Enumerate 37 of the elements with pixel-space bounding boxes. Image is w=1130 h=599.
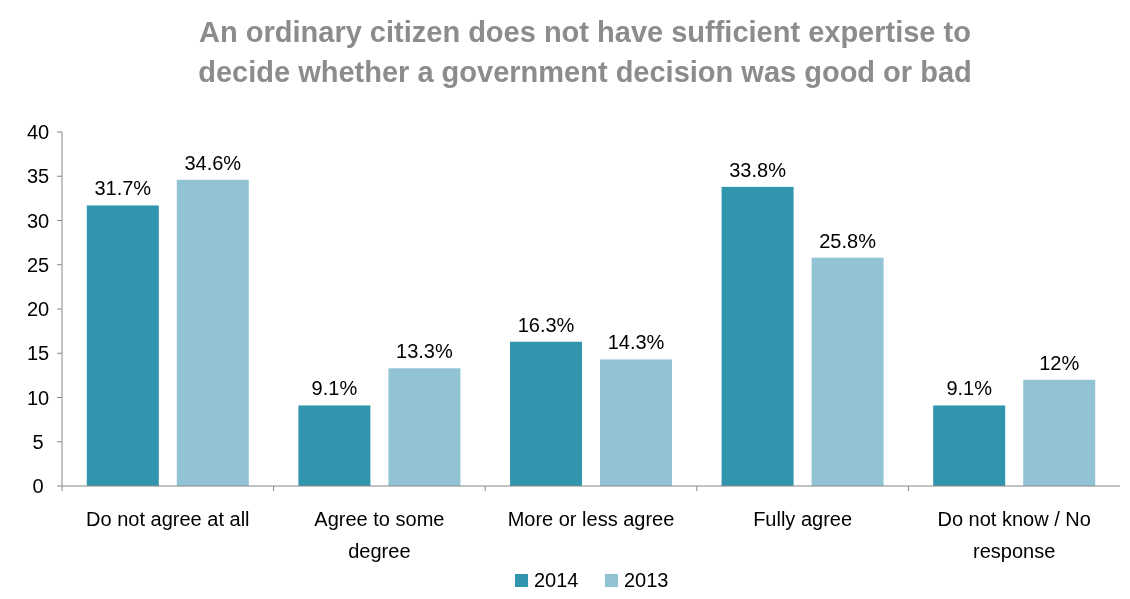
bar [86, 205, 159, 486]
y-tick-label: 0 [32, 475, 44, 497]
bar [176, 179, 249, 486]
legend-label: 2014 [534, 569, 579, 591]
y-tick-label: 30 [26, 209, 50, 232]
legend-label: 2013 [624, 569, 669, 591]
bar [721, 186, 794, 486]
data-label: 9.1% [946, 377, 993, 400]
data-label: 14.3% [607, 331, 665, 354]
bar [388, 368, 461, 486]
y-tick-label: 5 [32, 430, 44, 453]
y-tick-label: 10 [26, 386, 50, 409]
y-tick-label: 40 [26, 121, 50, 143]
bar [600, 359, 672, 486]
data-label: 33.8% [729, 158, 787, 181]
data-label: 13.3% [396, 340, 453, 363]
x-tick-label: Agree to some degree [314, 508, 445, 562]
data-label: 9.1% [311, 377, 358, 400]
bar [510, 341, 582, 486]
bar [298, 405, 371, 486]
data-label: 12% [1039, 351, 1080, 374]
x-tick-label: More or less agree [507, 508, 675, 530]
y-tick-label: 35 [26, 165, 50, 188]
data-label: 25.8% [819, 229, 877, 252]
data-label: 31.7% [94, 177, 152, 200]
x-tick-label: Fully agree [753, 508, 853, 530]
bar [933, 405, 1006, 486]
bar [811, 257, 884, 486]
y-tick-label: 25 [26, 253, 50, 276]
x-tick-label: Do not agree at all [86, 508, 250, 530]
x-tick-label: Do not know / No response [937, 508, 1091, 562]
y-tick-label: 15 [26, 342, 50, 365]
data-label: 34.6% [184, 151, 242, 174]
y-tick-label: 20 [26, 298, 50, 320]
data-label: 16.3% [517, 313, 575, 336]
bar [1023, 379, 1096, 486]
chart-title: An ordinary citizen does not have sufficient expertise to decide whether a government decision was good or bad [198, 16, 972, 88]
